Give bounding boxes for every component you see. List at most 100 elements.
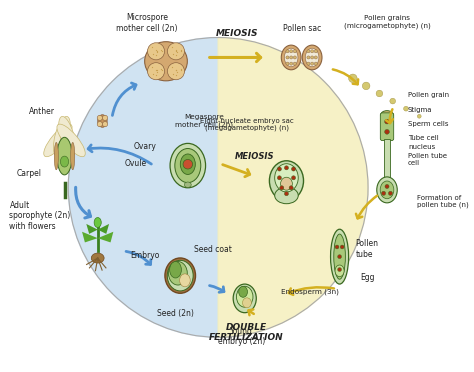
Circle shape [280,186,284,190]
Polygon shape [82,232,98,243]
Circle shape [337,255,342,259]
Text: Seed (2n): Seed (2n) [157,309,194,318]
Ellipse shape [91,253,104,263]
Circle shape [310,62,314,65]
Ellipse shape [281,45,301,70]
Circle shape [310,50,314,53]
Ellipse shape [330,229,348,284]
Circle shape [293,56,296,59]
Circle shape [102,115,108,121]
Circle shape [289,186,293,190]
Ellipse shape [94,218,101,228]
Circle shape [293,50,296,53]
Ellipse shape [98,115,107,127]
Text: Young
embryo (2n): Young embryo (2n) [218,327,265,346]
Text: Embryo: Embryo [130,251,159,260]
Text: Stigma: Stigma [408,107,432,113]
Circle shape [102,122,108,127]
Ellipse shape [170,262,182,278]
Text: Eight-nucleate embryo sac
(megagametophyte) (n): Eight-nucleate embryo sac (megagametophy… [200,118,293,131]
Circle shape [340,245,344,249]
Circle shape [277,176,282,180]
Ellipse shape [275,187,298,204]
Circle shape [307,62,310,65]
Ellipse shape [57,137,72,175]
Text: Egg: Egg [360,273,375,282]
Ellipse shape [381,110,393,119]
Text: Carpel: Carpel [17,169,42,178]
Text: MEIOSIS: MEIOSIS [216,29,258,38]
Ellipse shape [59,116,76,156]
Circle shape [277,167,282,171]
Text: Microspore
mother cell (2n): Microspore mother cell (2n) [116,13,178,33]
Text: Endosperm (3n): Endosperm (3n) [281,289,338,295]
Circle shape [97,122,102,127]
Text: Anther: Anther [28,107,55,116]
Circle shape [335,245,339,249]
Ellipse shape [269,161,303,201]
Circle shape [292,167,296,171]
Circle shape [382,191,386,195]
Text: MEIOSIS: MEIOSIS [235,152,275,161]
Text: Pollen tube
cell: Pollen tube cell [408,153,447,166]
Polygon shape [98,232,113,243]
Circle shape [286,56,289,59]
Circle shape [284,192,289,196]
Ellipse shape [380,181,394,199]
Circle shape [403,106,409,111]
Ellipse shape [57,124,85,157]
Circle shape [97,115,102,121]
Ellipse shape [44,124,72,157]
Circle shape [376,90,383,97]
Circle shape [293,62,296,65]
Polygon shape [383,139,391,180]
Ellipse shape [281,177,292,190]
Text: Sperm cells: Sperm cells [408,121,448,127]
Circle shape [284,166,289,170]
Ellipse shape [147,43,164,60]
Ellipse shape [54,116,70,156]
Circle shape [307,50,310,53]
Ellipse shape [175,148,201,183]
Ellipse shape [237,286,253,307]
Circle shape [307,56,310,59]
Ellipse shape [335,265,344,277]
Ellipse shape [167,43,184,60]
Text: Pollen
tube: Pollen tube [356,239,379,259]
Ellipse shape [275,164,298,192]
Circle shape [385,185,389,189]
Ellipse shape [71,142,75,170]
Ellipse shape [284,48,298,67]
Circle shape [314,50,318,53]
Ellipse shape [170,143,206,188]
Polygon shape [86,224,98,234]
Ellipse shape [165,258,195,293]
Ellipse shape [180,154,195,174]
Ellipse shape [377,177,397,203]
Circle shape [314,56,318,59]
Ellipse shape [233,284,256,313]
Ellipse shape [145,42,187,81]
Ellipse shape [167,260,193,291]
Circle shape [390,98,395,104]
Ellipse shape [334,234,346,279]
Circle shape [337,267,342,272]
Text: Pollen sac: Pollen sac [283,24,321,33]
Circle shape [290,62,293,65]
Ellipse shape [302,45,322,70]
Ellipse shape [180,274,190,287]
Polygon shape [218,38,368,337]
Ellipse shape [184,182,191,187]
Circle shape [314,62,318,65]
Circle shape [348,74,357,83]
Circle shape [418,114,421,118]
Circle shape [362,82,370,90]
Text: Tube cell: Tube cell [408,135,438,141]
Ellipse shape [167,62,184,80]
Circle shape [292,176,296,180]
Ellipse shape [243,298,251,308]
Text: Seed coat: Seed coat [194,245,232,254]
Ellipse shape [239,286,247,297]
Text: Pollen grains
(microgametophyte) (n): Pollen grains (microgametophyte) (n) [344,16,430,29]
Ellipse shape [147,62,164,80]
